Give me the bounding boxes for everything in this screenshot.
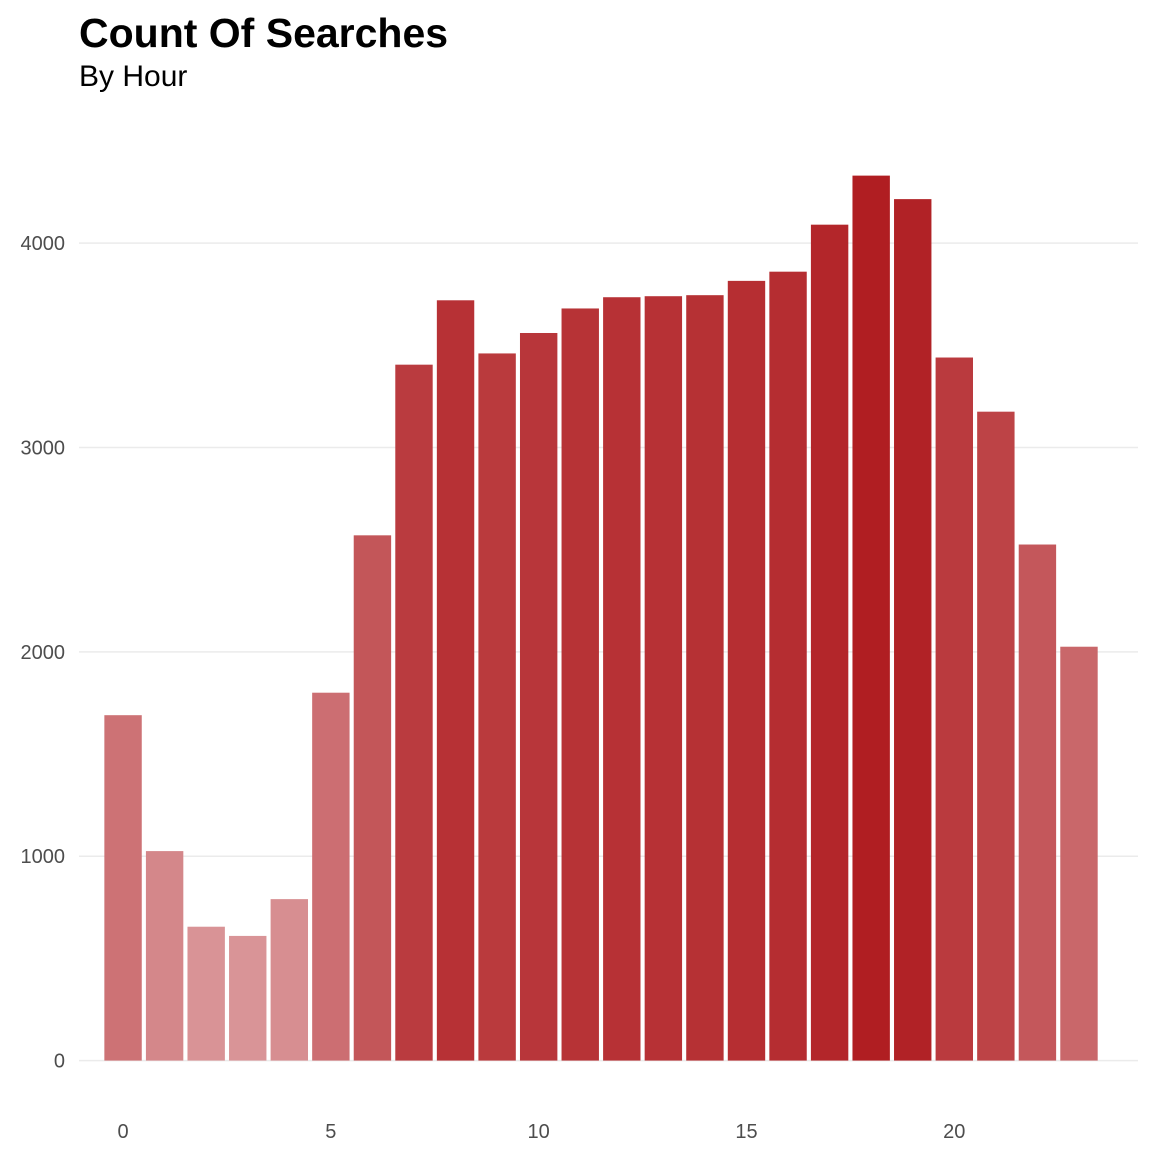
- y-tick-label-0: 0: [54, 1051, 65, 1073]
- x-tick-label-15: 15: [735, 1121, 757, 1143]
- bar-hour-19: [894, 199, 932, 1061]
- bar-hour-3: [229, 935, 267, 1061]
- bar-hour-17: [810, 224, 849, 1061]
- x-tick-label-0: 0: [117, 1121, 128, 1143]
- x-axis: 0 5 10 15 20: [117, 1121, 965, 1143]
- bar-hour-8: [436, 300, 475, 1061]
- y-tick-label-3000: 3000: [21, 437, 66, 459]
- bar-hour-12: [603, 297, 641, 1061]
- bar-hour-23: [1060, 646, 1098, 1061]
- chart-title: Count Of Searches: [79, 10, 449, 56]
- bar-hour-13: [644, 296, 683, 1061]
- bar-hour-4: [270, 899, 309, 1061]
- bar-hour-11: [561, 308, 599, 1061]
- y-tick-label-1000: 1000: [21, 846, 66, 868]
- bar-hour-21: [977, 411, 1015, 1061]
- y-tick-label-2000: 2000: [21, 642, 66, 664]
- y-axis: 0 1000 2000 3000 4000: [21, 233, 66, 1073]
- bar-hour-6: [353, 535, 392, 1061]
- y-tick-label-4000: 4000: [21, 233, 66, 255]
- bar-hour-14: [686, 295, 724, 1061]
- chart-subtitle: By Hour: [79, 60, 188, 93]
- x-tick-label-5: 5: [325, 1121, 336, 1143]
- bar-hour-7: [395, 364, 433, 1061]
- bar-hour-9: [478, 353, 516, 1061]
- bars: [104, 175, 1098, 1061]
- bar-hour-1: [145, 851, 184, 1061]
- bar-hour-18: [852, 175, 890, 1061]
- bar-hour-2: [187, 926, 225, 1061]
- x-tick-label-10: 10: [528, 1121, 550, 1143]
- bar-hour-20: [935, 357, 973, 1061]
- bar-hour-22: [1018, 544, 1057, 1061]
- bar-hour-5: [312, 692, 350, 1061]
- bar-hour-16: [769, 271, 807, 1061]
- bar-hour-10: [519, 332, 558, 1061]
- bar-hour-15: [727, 280, 766, 1061]
- bar-hour-0: [104, 715, 142, 1061]
- x-tick-label-20: 20: [943, 1121, 965, 1143]
